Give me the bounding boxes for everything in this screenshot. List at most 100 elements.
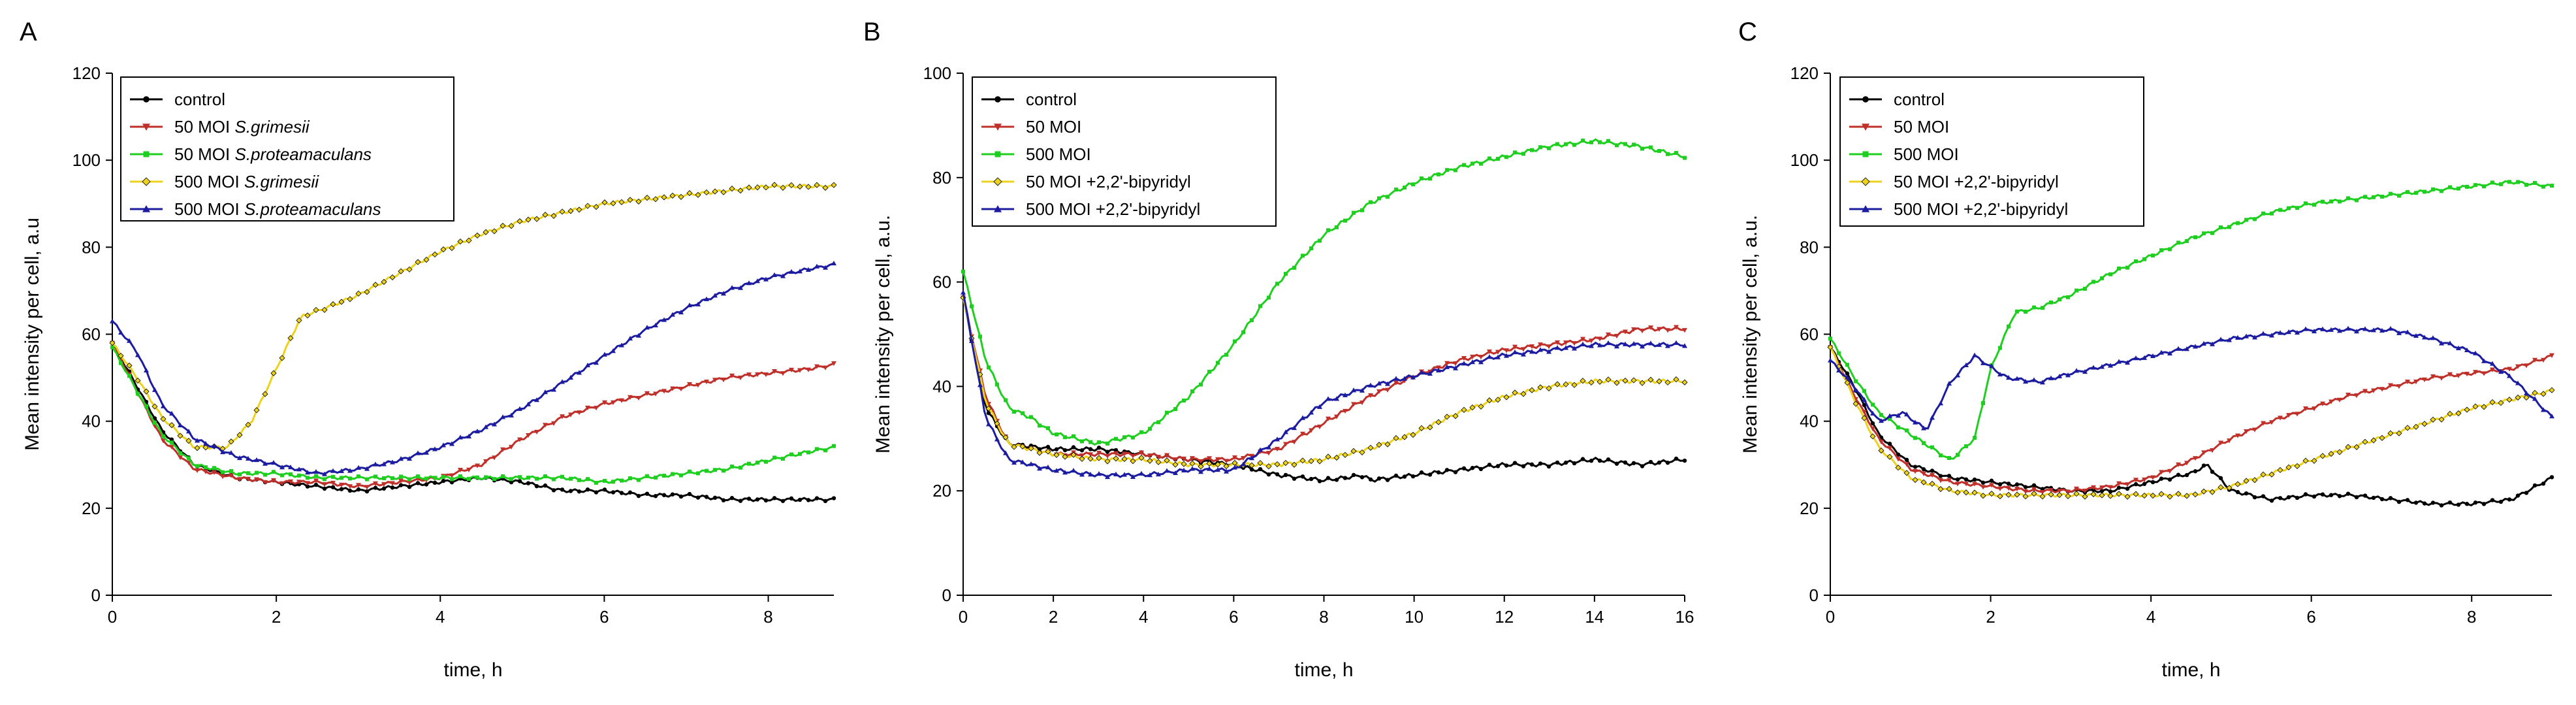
data-point (2048, 491, 2054, 498)
data-point (323, 477, 326, 482)
data-point (203, 440, 208, 446)
data-point (1623, 142, 1627, 146)
data-point (644, 195, 650, 201)
data-point (304, 312, 311, 319)
data-point (407, 485, 412, 489)
data-point (1606, 139, 1610, 143)
data-point (169, 444, 174, 450)
data-point (619, 398, 624, 403)
data-point (1410, 374, 1416, 380)
data-point (185, 438, 192, 444)
data-point (1546, 344, 1551, 350)
data-point (1454, 168, 1457, 172)
x-axis-label: time, h (443, 659, 502, 681)
data-point (1071, 445, 1076, 450)
data-point (153, 420, 157, 425)
data-point (2405, 498, 2410, 502)
data-point (356, 465, 361, 470)
data-point (2210, 448, 2215, 453)
data-point (1973, 436, 1977, 440)
data-point (781, 457, 785, 461)
legend-entry-species: S.grimesii (234, 117, 310, 137)
series-line (1829, 346, 2552, 494)
data-point (1538, 461, 1543, 466)
data-point (2133, 482, 2139, 487)
data-point (1538, 342, 1543, 348)
data-point (127, 338, 132, 343)
data-point (2286, 329, 2291, 335)
data-point (1062, 448, 1068, 453)
data-point (2125, 265, 2129, 270)
data-point (593, 204, 599, 210)
data-point (1947, 455, 1951, 460)
data-point (780, 499, 786, 503)
data-point (2430, 500, 2436, 505)
data-point (1478, 359, 1484, 365)
data-point (2252, 335, 2257, 340)
data-point (577, 370, 582, 375)
data-point (2362, 389, 2368, 394)
data-point (1334, 414, 1339, 419)
data-point (1342, 451, 1348, 458)
data-point (1011, 444, 1017, 450)
legend: control 50 MOI 500 MOI 50 MOI +2,2'-bipyrid… (1839, 76, 2144, 227)
data-point (399, 474, 403, 479)
data-point (552, 477, 556, 482)
data-point (2024, 310, 2027, 314)
data-point (110, 318, 115, 323)
legend-entry-text: 500 MOI (1026, 144, 1091, 164)
data-point (1165, 410, 1169, 415)
data-point (195, 464, 199, 468)
data-point (1181, 456, 1186, 462)
data-point (1572, 142, 1576, 147)
legend-entry: 50 MOI +2,2'-bipyridyl (1894, 172, 2059, 191)
data-point (551, 421, 556, 427)
data-point (178, 422, 183, 427)
data-point (271, 478, 276, 484)
data-point (1096, 471, 1102, 476)
data-point (1215, 457, 1220, 462)
data-point (543, 474, 547, 478)
data-point (1080, 439, 1084, 444)
data-point (2431, 187, 2435, 191)
series-2 (110, 345, 836, 485)
data-point (1385, 478, 1390, 482)
data-point (1997, 371, 2003, 377)
data-point (475, 475, 479, 480)
data-point (1079, 455, 1085, 462)
data-point (2167, 493, 2173, 500)
data-point (1360, 475, 1365, 480)
data-point (1666, 152, 1670, 156)
data-point (1632, 142, 1636, 147)
data-point (797, 368, 803, 373)
data-point (509, 477, 513, 482)
data-point (1640, 464, 1645, 468)
data-point (688, 469, 692, 474)
data-point (374, 474, 377, 479)
data-point (449, 473, 454, 478)
data-point (543, 423, 548, 428)
data-point (2260, 471, 2266, 478)
data-point (2481, 404, 2487, 410)
series-0 (110, 340, 836, 504)
data-point (2439, 503, 2444, 508)
data-point (603, 478, 607, 483)
data-point (1836, 367, 1841, 373)
data-point (2218, 484, 2224, 491)
chart-panel-b: B 0 20 40 60 80 100 0 2 4 6 8 10 12 14 16 time, h Mean in… (863, 18, 1694, 681)
data-point (407, 477, 411, 482)
data-point (695, 301, 701, 306)
data-point (1359, 449, 1365, 455)
series-3 (1827, 344, 2555, 500)
data-point (586, 477, 590, 482)
data-point (1011, 459, 1017, 465)
data-point (1487, 156, 1491, 161)
data-point (2363, 195, 2367, 199)
data-point (1956, 453, 1960, 457)
data-point (1922, 441, 1926, 446)
data-point (2447, 500, 2453, 505)
data-point (2133, 355, 2139, 361)
y-tick-label: 60 (932, 272, 951, 292)
data-point (423, 256, 430, 263)
data-point (2075, 288, 2078, 293)
